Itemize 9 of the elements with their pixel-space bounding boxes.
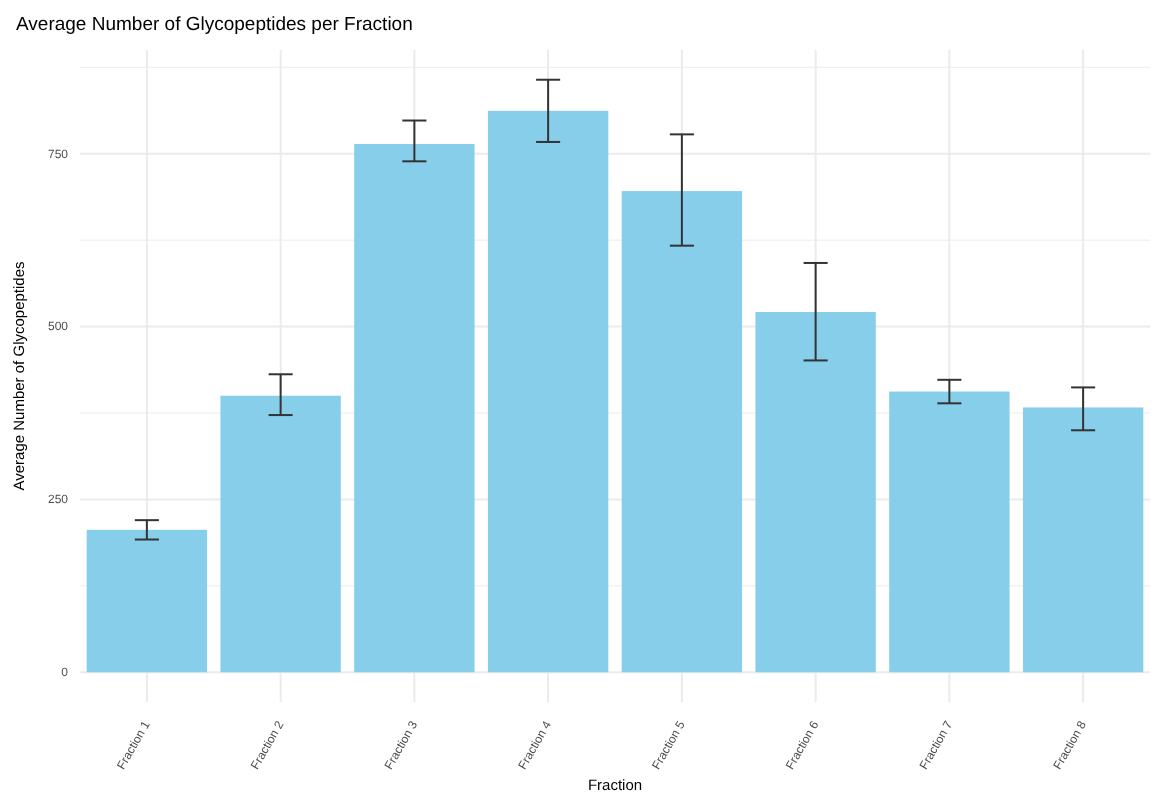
bar bbox=[755, 312, 876, 673]
bar bbox=[889, 391, 1010, 673]
bar bbox=[220, 395, 341, 673]
bar bbox=[354, 144, 475, 673]
chart-title: Average Number of Glycopeptides per Fraction bbox=[16, 14, 413, 36]
bar bbox=[86, 529, 208, 673]
bar bbox=[1022, 407, 1144, 673]
bar bbox=[487, 110, 609, 673]
bar bbox=[621, 191, 743, 673]
